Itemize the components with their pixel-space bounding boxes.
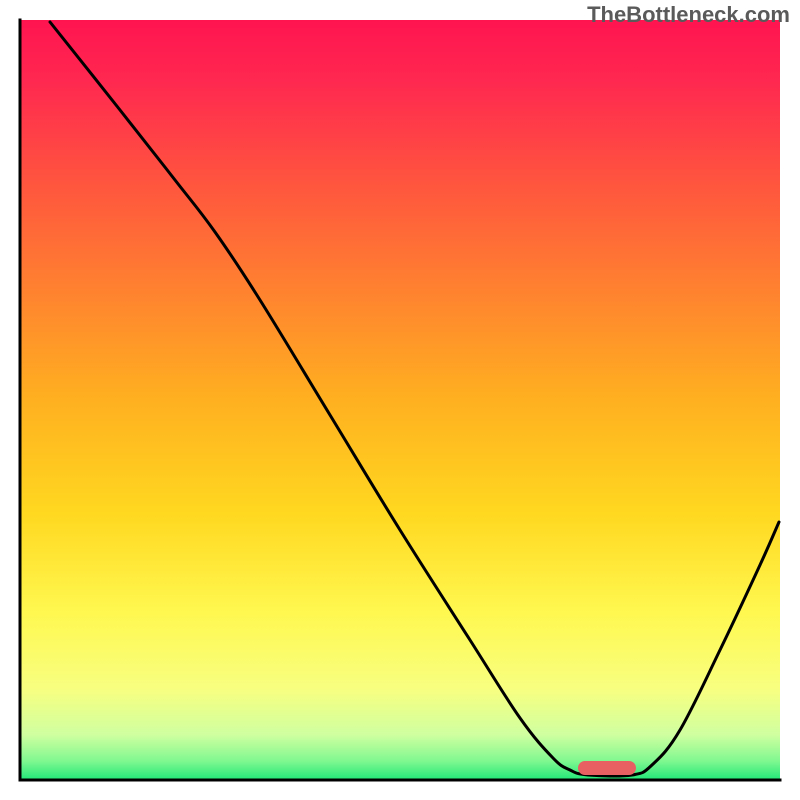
- watermark-text: TheBottleneck.com: [587, 2, 790, 28]
- optimal-marker: [578, 761, 636, 775]
- gradient-background: [20, 20, 780, 780]
- chart-container: { "meta": { "watermark_text": "TheBottle…: [0, 0, 800, 800]
- bottleneck-chart: [0, 0, 800, 800]
